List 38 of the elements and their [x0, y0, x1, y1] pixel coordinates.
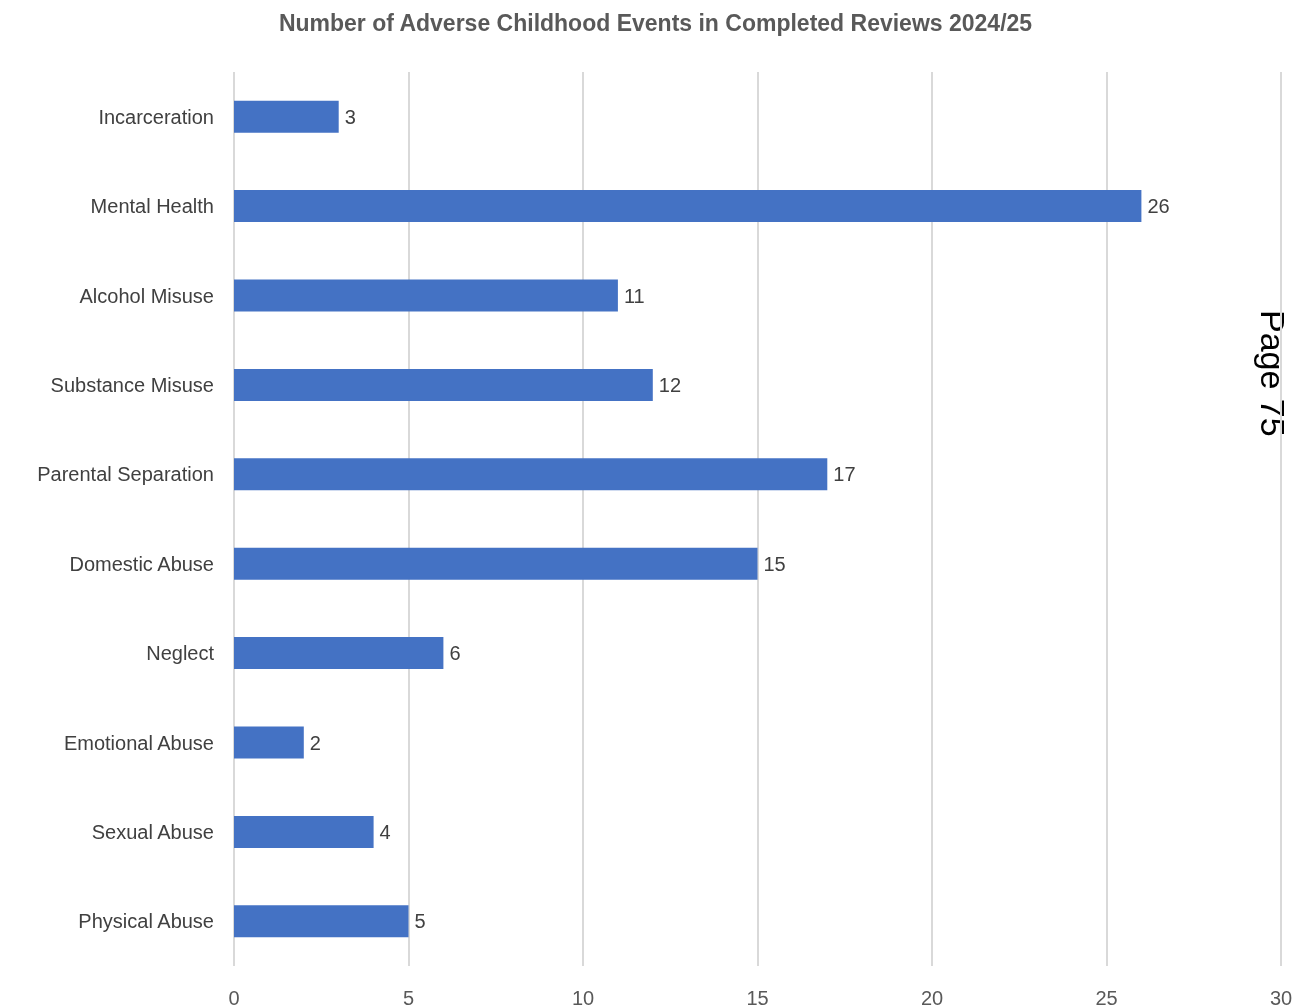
x-tick-label: 20	[920, 987, 944, 1008]
y-tick-label: Mental Health	[90, 195, 214, 218]
data-label: 3	[344, 105, 356, 128]
bar	[234, 547, 758, 580]
data-label: 12	[658, 373, 682, 396]
x-tick-label: 10	[571, 987, 595, 1008]
data-label: 4	[379, 820, 391, 843]
bar	[234, 637, 444, 670]
y-tick-label: Emotional Abuse	[63, 731, 214, 754]
y-tick-label: Substance Misuse	[50, 373, 214, 396]
x-tick-label: 0	[228, 987, 240, 1008]
x-tick-label: 30	[1269, 987, 1293, 1008]
data-label: 2	[309, 731, 321, 754]
bar	[234, 279, 618, 312]
chart-title: Number of Adverse Childhood Events in Completed Reviews 2024/25	[278, 9, 1033, 36]
y-tick-label: Neglect	[146, 642, 215, 665]
data-label: 26	[1147, 195, 1170, 218]
data-label: 5	[414, 910, 426, 933]
data-label: 11	[623, 284, 645, 307]
bar	[234, 368, 653, 401]
bar	[234, 726, 304, 759]
data-label: 15	[763, 552, 786, 575]
data-label: 17	[833, 463, 856, 486]
y-tick-label: Sexual Abuse	[91, 820, 214, 843]
y-tick-label: Alcohol Misuse	[79, 284, 214, 307]
bar	[234, 100, 339, 133]
y-tick-label: Physical Abuse	[78, 910, 214, 933]
bar	[234, 458, 828, 491]
x-tick-label: 25	[1095, 987, 1118, 1008]
bar	[234, 905, 409, 938]
data-label: 6	[449, 642, 461, 665]
bar	[234, 815, 374, 848]
y-tick-label: Incarceration	[98, 105, 214, 128]
y-tick-label: Parental Separation	[37, 463, 214, 486]
x-tick-label: 5	[402, 987, 415, 1008]
y-tick-label: Domestic Abuse	[69, 552, 214, 575]
x-tick-label: 15	[746, 987, 769, 1008]
bar	[234, 190, 1142, 223]
